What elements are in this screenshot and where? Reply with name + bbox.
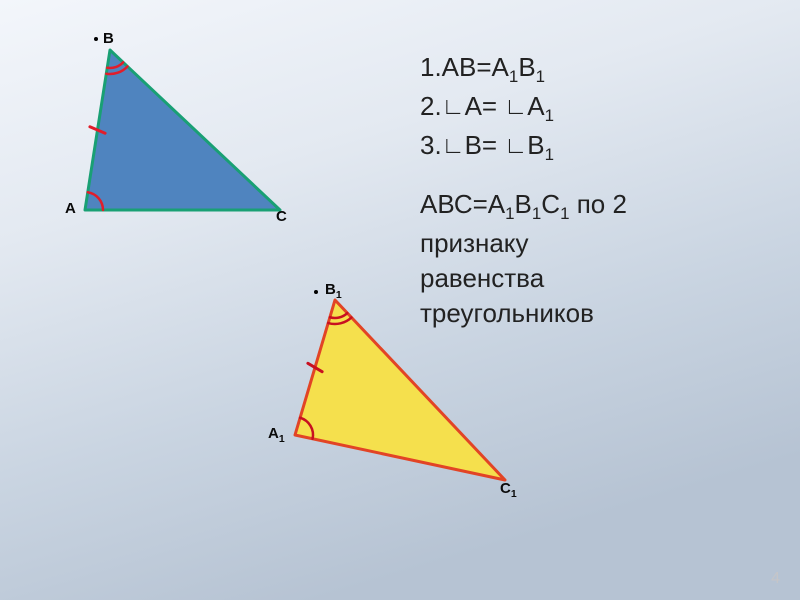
line3-prefix: 3.: [420, 130, 442, 160]
line1-sub2: 1: [536, 67, 545, 86]
line3-lhs: В=: [465, 130, 505, 160]
line3-rhs: В: [527, 130, 544, 160]
concl-sub2: 1: [532, 204, 541, 223]
vertex-label-c1: С1: [500, 480, 517, 500]
angle-icon: ∟: [504, 91, 527, 123]
angle-icon: ∟: [442, 130, 465, 162]
concl3: равенства: [420, 263, 544, 293]
vertex-label-a1: А1: [268, 425, 285, 445]
concl-sub1: 1: [505, 204, 514, 223]
vertex-label-a: А: [65, 200, 76, 217]
line1-part2: В: [518, 52, 535, 82]
concl2: признаку: [420, 228, 528, 258]
angle-icon: ∟: [504, 130, 527, 162]
dot-b: [94, 37, 98, 41]
theorem-text: 1.АВ=А1В1 2.∟А= ∟А1 3.∟В= ∟В1 АВС=А1В1С1…: [420, 50, 780, 331]
concl-part-a: АВС=А: [420, 189, 505, 219]
concl-tail: по 2: [569, 189, 626, 219]
line2-rhs: А: [527, 91, 544, 121]
concl4: треугольников: [420, 298, 594, 328]
concl-part-c: С: [541, 189, 560, 219]
vertex-label-b1: В1: [325, 281, 342, 301]
line2-prefix: 2.: [420, 91, 442, 121]
line3-sub: 1: [545, 145, 554, 164]
dot-b1: [314, 290, 318, 294]
line2-lhs: А=: [465, 91, 505, 121]
concl-part-b: В: [515, 189, 532, 219]
line1-sub1: 1: [509, 67, 518, 86]
line2-sub: 1: [545, 106, 554, 125]
angle-icon: ∟: [442, 91, 465, 123]
line1-part1: 1.АВ=А: [420, 52, 509, 82]
vertex-label-b: В: [103, 30, 114, 47]
page-number: 4: [771, 570, 780, 588]
triangle-abc: [70, 30, 300, 230]
slide: А В С А1 В1 С1 1.АВ=А1В1 2.∟А= ∟А1 3.∟В=…: [0, 0, 800, 600]
content: А В С А1 В1 С1 1.АВ=А1В1 2.∟А= ∟А1 3.∟В=…: [0, 0, 800, 600]
vertex-label-c: С: [276, 208, 287, 225]
